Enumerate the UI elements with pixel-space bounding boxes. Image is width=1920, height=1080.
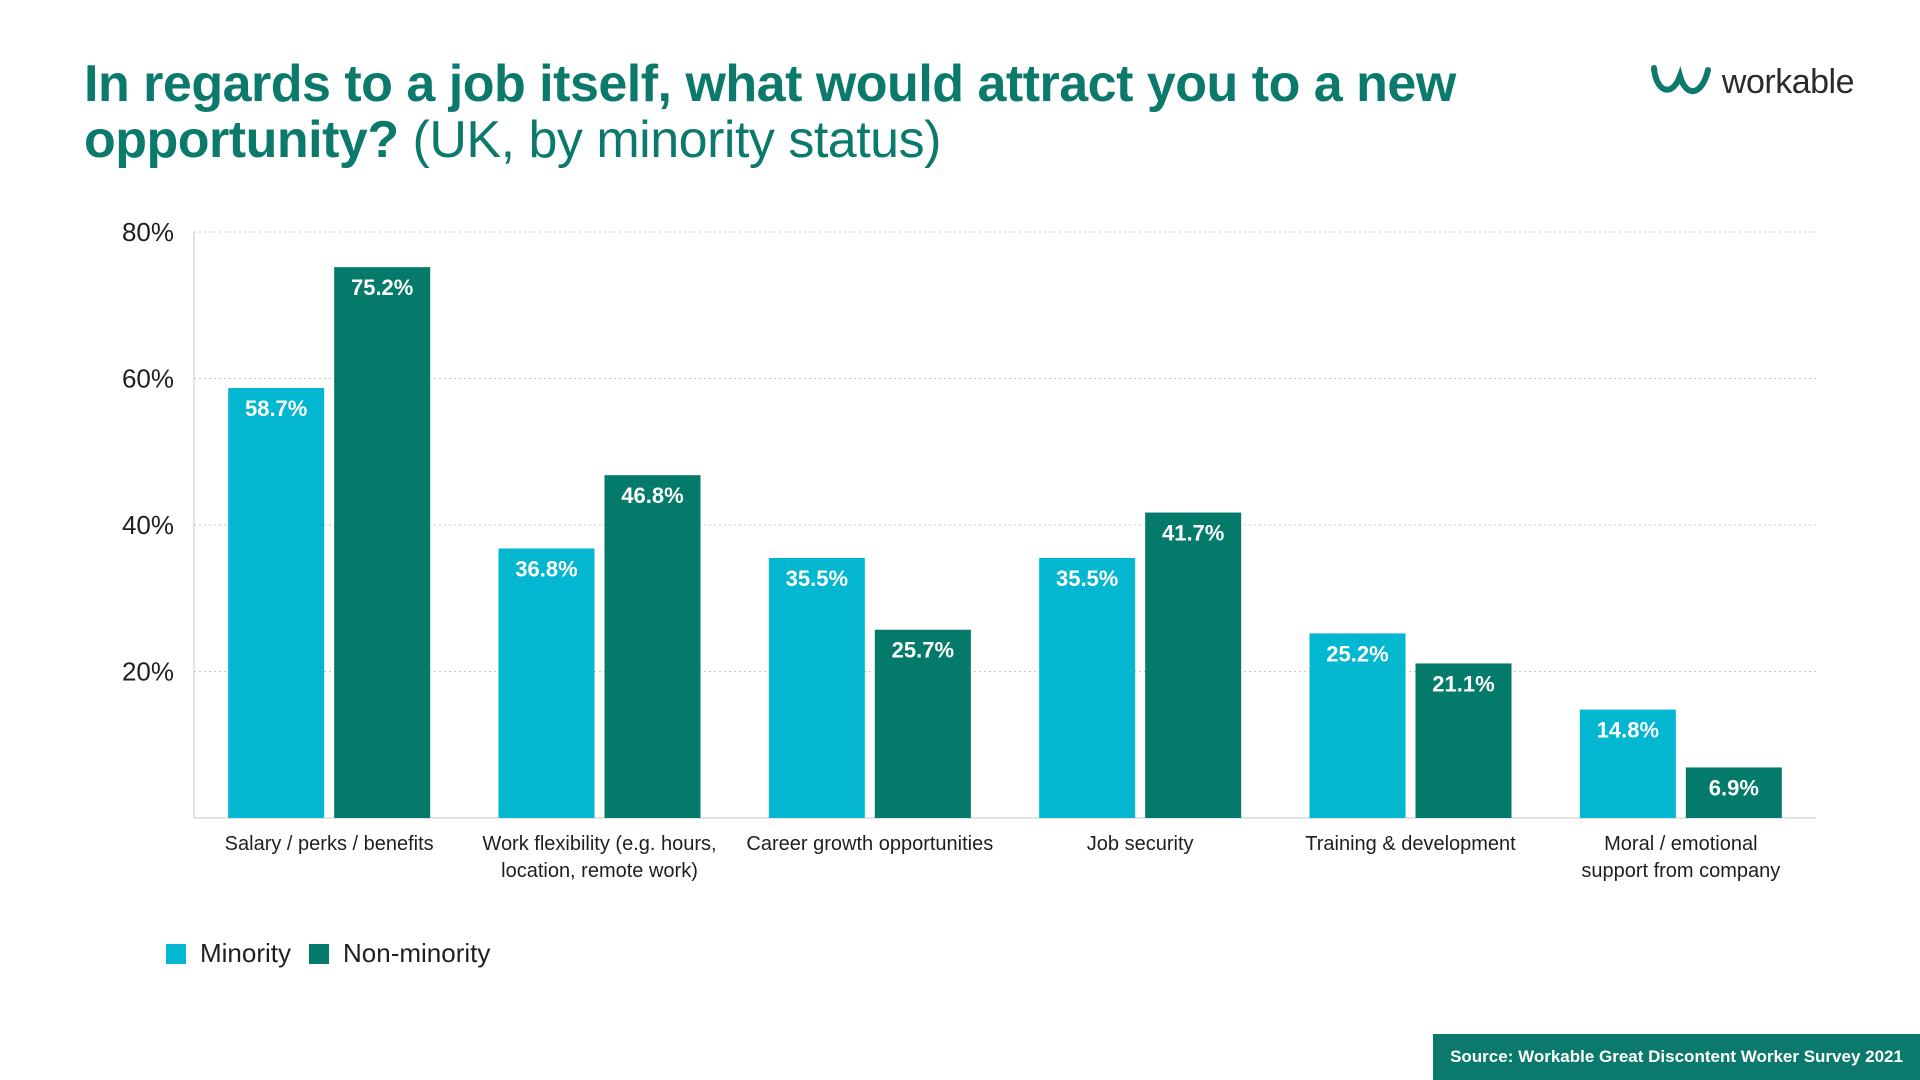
y-tick-label: 20% [122,657,174,687]
bar-value-label: 6.9% [1709,775,1759,800]
y-tick-label: 40% [122,510,174,540]
bar-non-minority [604,475,701,818]
category-label-line: Salary / perks / benefits [225,833,434,855]
category-label: Career growth opportunities [746,833,993,855]
legend-label-non-minority: Non-minority [343,938,491,968]
bar-value-label: 46.8% [621,483,683,508]
bar-minority [228,388,325,818]
category-label-line: Work flexibility (e.g. hours, [482,833,716,855]
category-label: Moral / emotional support from company [1581,833,1780,882]
bar-non-minority [1685,767,1782,818]
bar-non-minority [1415,663,1512,818]
category-label: Training & development [1305,833,1516,855]
category-label-line: Career growth opportunities [746,833,993,855]
bar-value-label: 75.2% [351,275,413,300]
source-banner: Source: Workable Great Discontent Worker… [1433,1034,1920,1080]
bar-value-label: 41.7% [1162,521,1224,546]
category-label-line: Moral / emotional [1604,833,1757,855]
bar-value-label: 35.5% [1056,566,1118,591]
y-tick-label: 60% [122,364,174,394]
bar-minority [1579,709,1676,818]
bar-non-minority [334,267,431,818]
bar-minority [1309,633,1406,818]
bar-value-label: 25.2% [1326,641,1388,666]
legend: Minority Non-minority [166,938,490,969]
bar-value-label: 25.7% [892,638,954,663]
chart-title-main: In regards to a job itself, what would a… [84,55,1456,169]
legend-swatch-minority [166,943,186,964]
category-label: Job security [1087,833,1194,855]
category-label-line: Training & development [1305,833,1516,855]
bar-value-label: 35.5% [786,566,848,591]
bar-minority [498,548,595,818]
legend-item-non-minority: Non-minority [309,938,490,969]
workable-logo-icon [1650,65,1711,95]
category-label-line: Job security [1087,833,1194,855]
legend-swatch-non-minority [309,943,330,964]
bar-value-label: 58.7% [245,396,307,421]
y-tick-label: 80% [122,217,174,247]
legend-item-minority: Minority [166,938,291,969]
chart-title: In regards to a job itself, what would a… [84,56,1504,168]
bar-value-label: 36.8% [515,556,577,581]
category-label: Work flexibility (e.g. hours, location, r… [482,833,716,882]
bar-value-label: 21.1% [1432,671,1494,696]
bar-value-label: 14.8% [1597,718,1659,743]
bar-non-minority [874,629,971,818]
logo-text: workable [1721,62,1855,101]
category-label: Salary / perks / benefits [225,833,434,855]
category-label-line: location, remote work) [501,860,698,882]
bar-minority [768,557,865,818]
chart-title-qualifier: (UK, by minority status) [412,111,942,169]
legend-label-minority: Minority [200,938,292,968]
bar-non-minority [1145,512,1242,818]
workable-logo: workable [1650,60,1855,104]
bar-minority [1039,557,1136,818]
category-label-line: support from company [1581,860,1780,882]
